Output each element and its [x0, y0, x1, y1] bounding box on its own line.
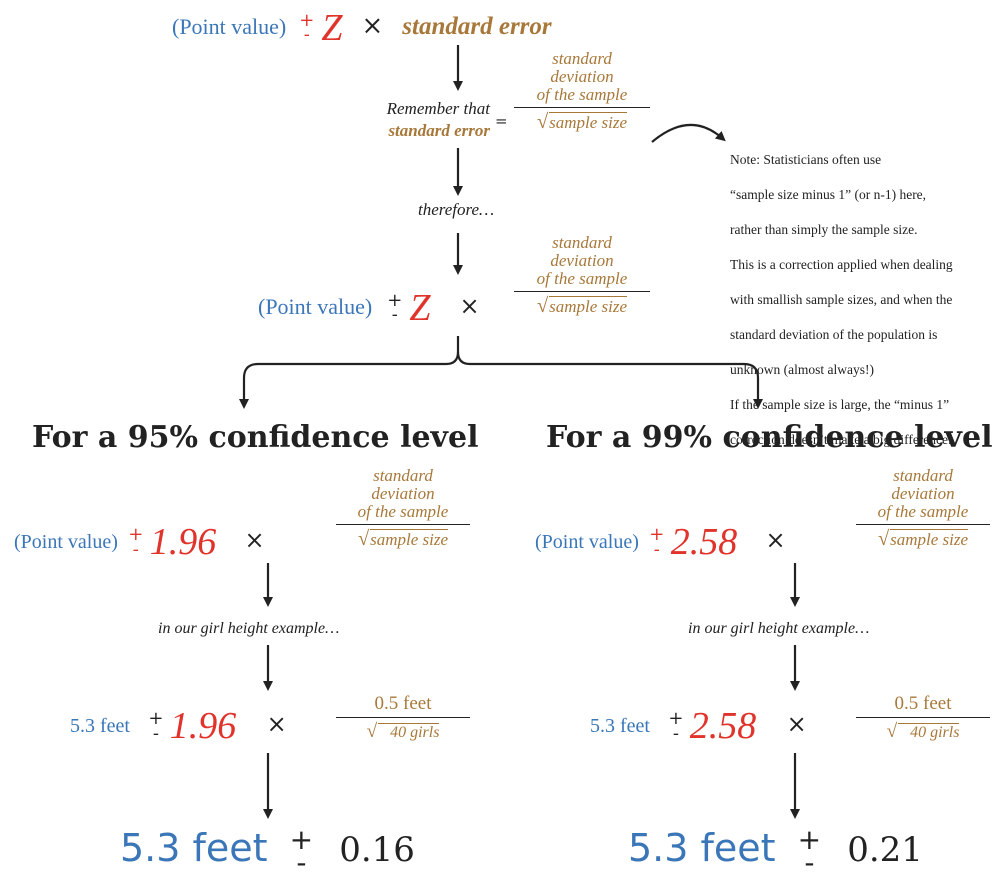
fraction-numerator: 0.5 feet: [374, 693, 432, 714]
right-example-label: in our girl height example…: [688, 620, 870, 637]
times-sign: ×: [459, 292, 480, 320]
sqrt-icon: √: [357, 527, 370, 550]
fraction-numerator: standard deviation of the sample: [536, 49, 628, 104]
heading-99: For a 99% confidence level: [546, 420, 993, 455]
plus-minus-sign: + -: [387, 289, 403, 325]
fraction-denominator: √sample size: [877, 527, 969, 550]
fraction-bar: [336, 523, 470, 525]
plus-minus-sign: + -: [299, 9, 315, 45]
sqrt-icon: √: [536, 294, 549, 317]
left-example-label: in our girl height example…: [158, 620, 340, 637]
example-point-value: 5.3 feet: [70, 715, 130, 737]
plus-minus-sign: + -: [128, 524, 144, 560]
note-pointer-arrow: [651, 123, 726, 143]
fraction-denominator: √ 40 girls: [366, 720, 440, 742]
times-sign: ×: [361, 11, 384, 41]
remember-label: Remember that standard error: [386, 99, 490, 140]
point-value-label: (Point value): [258, 294, 373, 319]
note-text: Note: Statisticians often use “sample si…: [730, 151, 953, 447]
fraction-bar: [514, 290, 650, 292]
z-symbol: Z: [409, 287, 431, 329]
heading-95: For a 95% confidence level: [32, 420, 479, 455]
remember-fraction: standard deviation of the sample √sample s…: [514, 50, 650, 134]
fraction-bar: [856, 716, 990, 718]
left-example-formula: 5.3 feet + - 1.96 ×: [70, 704, 287, 748]
top-formula: (Point value) + - Z × standard error: [172, 6, 552, 50]
plus-minus-sign: + -: [649, 524, 665, 560]
plus-minus-sign: + -: [289, 823, 314, 879]
result-margin: 0.21: [847, 830, 923, 870]
z-value: 2.58: [689, 705, 757, 747]
sqrt-icon: √: [366, 720, 378, 742]
brace-split-right: [456, 351, 763, 409]
sqrt-icon: √: [536, 110, 549, 133]
times-sign: ×: [765, 526, 786, 554]
left-result: 5.3 feet + - 0.16: [120, 823, 415, 879]
therefore-label: therefore…: [418, 200, 495, 219]
fraction-numerator: standard deviation of the sample: [536, 233, 628, 288]
example-point-value: 5.3 feet: [590, 715, 650, 737]
right-example-formula: 5.3 feet + - 2.58 ×: [590, 704, 807, 748]
middle-fraction: standard deviation of the sample √sample s…: [514, 234, 650, 318]
result-margin: 0.16: [339, 830, 415, 870]
fraction-numerator: standard deviation of the sample: [877, 466, 969, 521]
point-value-label: (Point value): [172, 14, 287, 39]
times-sign: ×: [786, 710, 807, 738]
fraction-denominator: √sample size: [536, 110, 628, 133]
times-sign: ×: [266, 710, 287, 738]
sqrt-icon: √: [877, 527, 890, 550]
equals-sign: =: [495, 112, 508, 130]
standard-error-label: standard error: [402, 13, 552, 40]
z-value: 2.58: [670, 521, 738, 563]
right-z-formula: (Point value) + - 2.58 ×: [535, 520, 786, 564]
z-value: 1.96: [169, 705, 237, 747]
plus-minus-sign: + -: [668, 708, 684, 744]
right-result: 5.3 feet + - 0.21: [628, 823, 923, 879]
left-fraction: standard deviation of the sample √sample s…: [336, 467, 470, 551]
z-symbol: Z: [321, 7, 343, 49]
brace-split: [239, 336, 460, 409]
right-fraction: standard deviation of the sample √sample s…: [856, 467, 990, 551]
fraction-denominator: √ 40 girls: [886, 720, 960, 742]
z-value: 1.96: [149, 521, 217, 563]
fraction-bar: [856, 523, 990, 525]
middle-formula: (Point value) + - Z ×: [258, 286, 480, 330]
left-example-fraction: 0.5 feet √ 40 girls: [336, 694, 470, 743]
result-point-value: 5.3 feet: [120, 826, 268, 870]
fraction-bar: [514, 106, 650, 108]
fraction-denominator: √sample size: [357, 527, 449, 550]
fraction-numerator: standard deviation of the sample: [357, 466, 449, 521]
fraction-numerator: 0.5 feet: [894, 693, 952, 714]
right-example-fraction: 0.5 feet √ 40 girls: [856, 694, 990, 743]
fraction-bar: [336, 716, 470, 718]
plus-minus-sign: + -: [797, 823, 822, 879]
result-point-value: 5.3 feet: [628, 826, 776, 870]
plus-minus-sign: + -: [148, 708, 164, 744]
fraction-denominator: √sample size: [536, 294, 628, 317]
sqrt-icon: √: [886, 720, 898, 742]
times-sign: ×: [244, 526, 265, 554]
point-value-label: (Point value): [535, 531, 639, 553]
point-value-label: (Point value): [14, 531, 118, 553]
left-z-formula: (Point value) + - 1.96 ×: [14, 520, 265, 564]
